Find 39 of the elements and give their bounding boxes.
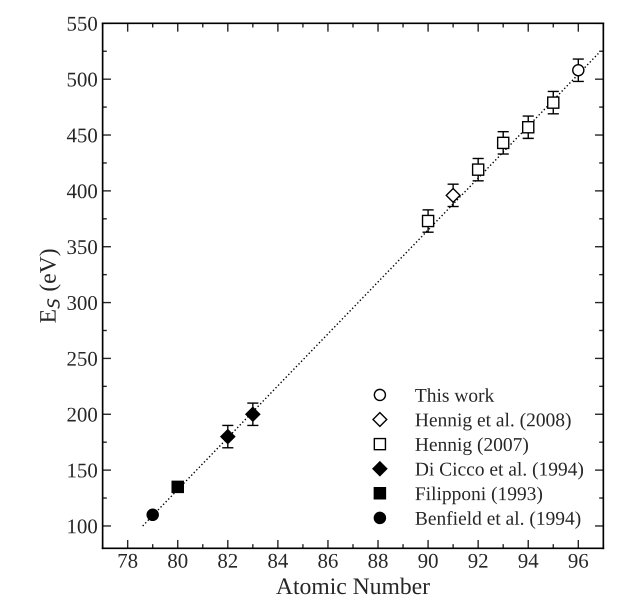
legend-label: Di Cicco et al. (1994) [415,462,584,480]
point [171,480,184,494]
legend-label: Hennig et al. (2008) [415,412,571,430]
y-tick-label: 400 [66,184,97,198]
x-tick-label: 94 [518,554,538,568]
x-tick-label: 78 [118,554,138,568]
point [422,214,434,228]
x-tick-label: 86 [318,554,338,568]
point [146,508,159,522]
y-tick-label: 150 [68,463,97,478]
point [245,406,260,422]
y-tick-label: 550 [68,16,97,31]
x-axis-title: Atomic Number [276,578,430,594]
y-tick-label: 450 [66,128,97,142]
x-tick-label: 88 [368,554,388,568]
y-tick-label: 350 [68,240,97,254]
y-tick-label: 300 [68,296,97,310]
legend-label: Hennig (2007) [415,437,528,456]
x-tick-label: 90 [418,554,438,568]
legend-label: Filipponi (1993) [415,486,542,504]
point [496,136,510,150]
y-axis-title: E$_{S}$ (eV) [39,249,61,323]
point [572,64,585,76]
point [472,163,484,176]
y-tick-label: 200 [67,408,97,422]
x-tick-label: 84 [268,554,288,568]
x-tick-label: 92 [468,554,488,568]
legend-label: Benfield et al. (1994) [415,511,580,529]
y-tick-label: 250 [67,352,97,366]
point [446,188,461,203]
y-tick-label: 100 [68,519,97,534]
x-tick-label: 96 [568,554,588,568]
legend-label: This work [415,388,494,402]
point [522,120,534,134]
point [220,429,236,444]
x-tick-label: 82 [218,554,238,568]
y-tick-label: 500 [68,72,97,87]
point [547,96,560,109]
x-tick-label: 80 [168,554,188,568]
